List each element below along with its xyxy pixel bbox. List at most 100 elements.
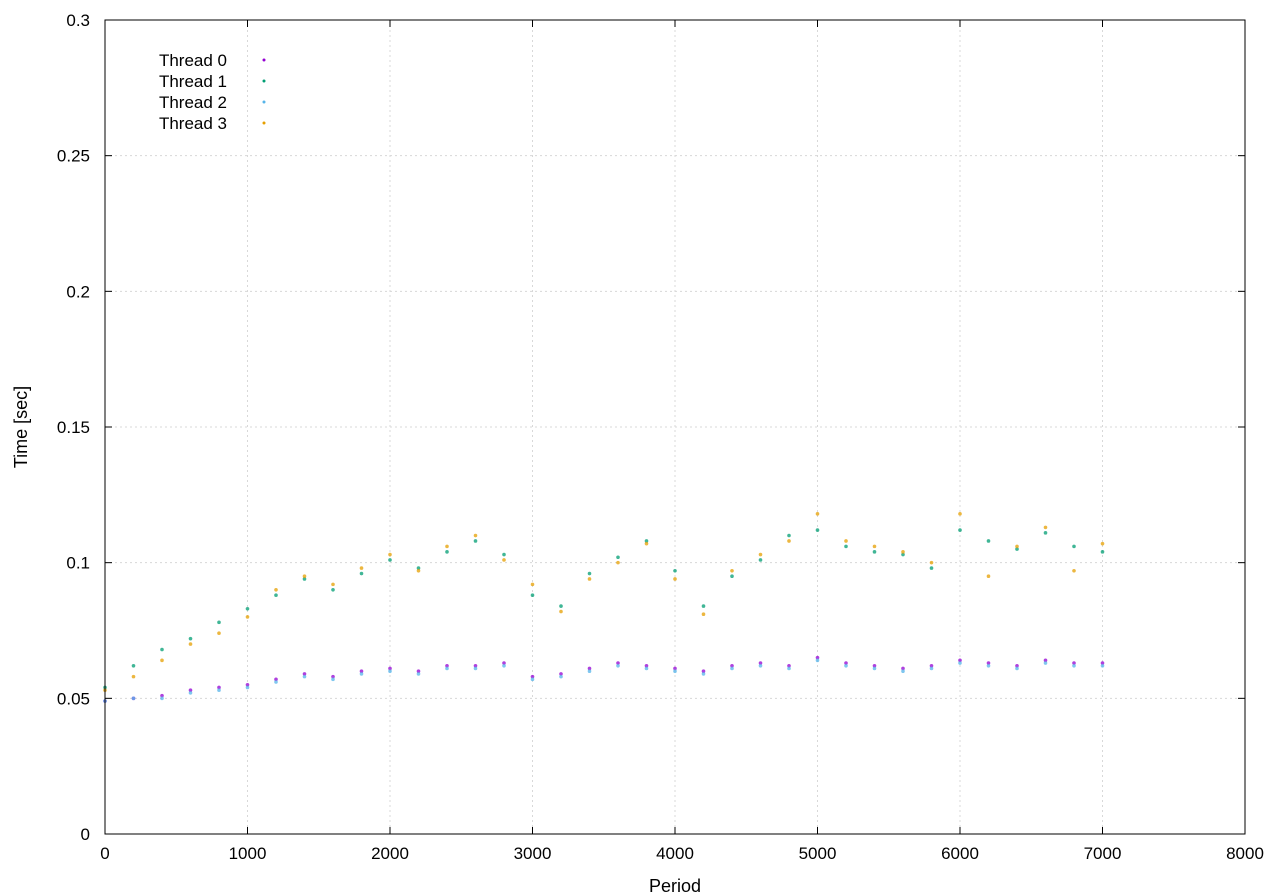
data-point bbox=[530, 677, 535, 682]
data-point bbox=[1015, 663, 1019, 668]
data-point bbox=[245, 606, 250, 611]
data-point bbox=[673, 569, 677, 573]
data-point bbox=[986, 574, 991, 579]
data-point bbox=[673, 669, 677, 673]
data-point bbox=[644, 539, 649, 543]
data-point bbox=[815, 658, 820, 663]
data-point bbox=[160, 693, 164, 698]
data-point bbox=[473, 539, 478, 543]
data-point bbox=[787, 666, 791, 671]
data-point bbox=[1072, 661, 1076, 665]
data-point bbox=[872, 550, 877, 554]
data-point bbox=[188, 688, 193, 692]
series-thread-0 bbox=[103, 655, 1105, 703]
data-point bbox=[530, 593, 535, 598]
y-tick-label: 0.2 bbox=[66, 282, 90, 301]
legend: Thread 0 Thread 1 Thread 2 Thread 3 bbox=[159, 51, 266, 133]
data-point bbox=[1072, 569, 1076, 573]
data-point bbox=[844, 539, 848, 543]
data-point bbox=[901, 552, 905, 557]
y-tick-label: 0.05 bbox=[57, 689, 90, 708]
data-point bbox=[1100, 661, 1105, 665]
data-point bbox=[1072, 544, 1076, 549]
data-point bbox=[473, 663, 478, 668]
y-tick-labels: 0 0.05 0.1 0.15 0.2 0.25 0.3 bbox=[57, 11, 90, 844]
legend-marker bbox=[262, 79, 266, 83]
data-point bbox=[958, 658, 962, 663]
data-point bbox=[502, 558, 506, 562]
data-point bbox=[701, 669, 706, 673]
data-point bbox=[616, 661, 620, 665]
data-point bbox=[844, 663, 848, 668]
data-point bbox=[616, 555, 620, 560]
series-thread-2 bbox=[103, 658, 1105, 703]
data-point bbox=[701, 672, 706, 676]
data-point bbox=[730, 666, 734, 671]
data-point bbox=[844, 544, 848, 549]
data-point bbox=[673, 577, 677, 581]
data-point bbox=[673, 666, 677, 671]
data-point bbox=[502, 552, 506, 557]
data-point bbox=[388, 669, 392, 673]
data-point bbox=[473, 666, 478, 671]
data-point bbox=[217, 620, 221, 625]
data-point bbox=[587, 571, 592, 576]
data-point bbox=[131, 674, 136, 679]
data-point bbox=[274, 677, 278, 682]
x-tick-label: 1000 bbox=[229, 844, 267, 863]
data-point bbox=[131, 663, 136, 668]
data-point bbox=[302, 574, 307, 579]
data-point bbox=[274, 588, 278, 592]
data-point bbox=[188, 636, 193, 641]
y-tick-label: 0.15 bbox=[57, 418, 90, 437]
data-point bbox=[530, 674, 535, 679]
data-point bbox=[416, 669, 421, 673]
data-point bbox=[502, 663, 506, 668]
data-point bbox=[559, 604, 563, 608]
data-point bbox=[758, 558, 763, 562]
data-point bbox=[359, 571, 364, 576]
data-point bbox=[245, 685, 250, 690]
data-point bbox=[872, 663, 877, 668]
data-point bbox=[188, 642, 193, 646]
data-point bbox=[986, 539, 991, 543]
data-point bbox=[701, 604, 706, 608]
data-point bbox=[388, 666, 392, 671]
data-point bbox=[644, 663, 649, 668]
grid-lines bbox=[105, 20, 1245, 834]
data-point bbox=[1043, 525, 1048, 530]
data-point bbox=[445, 666, 449, 671]
data-point bbox=[274, 680, 278, 684]
y-tick-label: 0.25 bbox=[57, 147, 90, 166]
data-point bbox=[302, 672, 307, 676]
legend-label: Thread 1 bbox=[159, 72, 227, 91]
data-point bbox=[131, 696, 136, 701]
data-point bbox=[502, 661, 506, 665]
data-point bbox=[473, 533, 478, 538]
data-point bbox=[901, 669, 905, 673]
data-point bbox=[587, 577, 592, 581]
x-tick-label: 8000 bbox=[1226, 844, 1264, 863]
data-point bbox=[359, 566, 364, 570]
data-point bbox=[872, 544, 877, 549]
data-point bbox=[1015, 547, 1019, 551]
data-point bbox=[388, 552, 392, 557]
data-point bbox=[1043, 658, 1048, 663]
legend-marker bbox=[262, 121, 266, 125]
data-point bbox=[416, 672, 421, 676]
data-point bbox=[1100, 550, 1105, 554]
legend-label: Thread 2 bbox=[159, 93, 227, 112]
x-axis-title: Period bbox=[649, 876, 701, 896]
x-tick-label: 7000 bbox=[1084, 844, 1122, 863]
data-point bbox=[1100, 663, 1105, 668]
data-point bbox=[587, 666, 592, 671]
data-point bbox=[986, 661, 991, 665]
data-point bbox=[302, 577, 307, 581]
data-point bbox=[217, 685, 221, 690]
legend-label: Thread 0 bbox=[159, 51, 227, 70]
data-point bbox=[331, 674, 335, 679]
data-point bbox=[958, 528, 962, 532]
data-point bbox=[616, 663, 620, 668]
data-point bbox=[1100, 541, 1105, 546]
data-point bbox=[160, 696, 164, 701]
